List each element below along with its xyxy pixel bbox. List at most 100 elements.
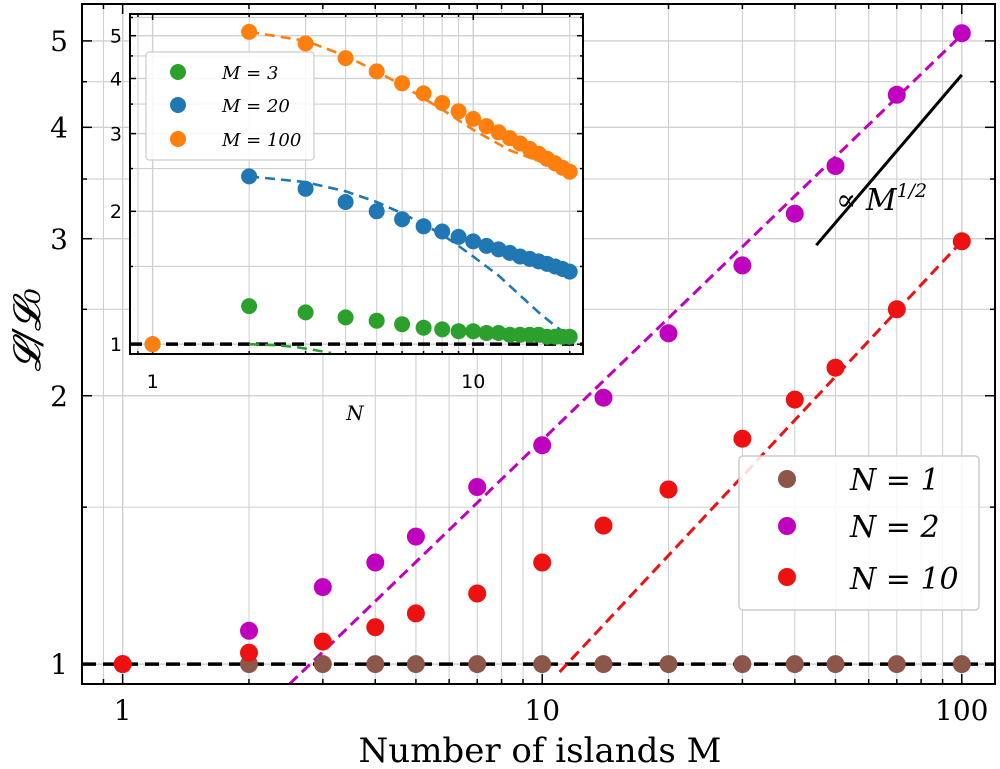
- data-point-series-1: [366, 553, 385, 572]
- data-point-series-2: [733, 429, 752, 448]
- data-point-series-2: [561, 163, 578, 180]
- x-axis-label: Number of islands M: [359, 731, 722, 769]
- data-point-series-0: [297, 304, 314, 321]
- inset-x-axis-label: N: [345, 401, 365, 425]
- data-point-series-2: [144, 336, 161, 353]
- data-point-series-2: [450, 103, 467, 120]
- data-point-series-0: [434, 321, 451, 338]
- data-point-series-2: [241, 23, 258, 40]
- data-point-series-0: [887, 655, 906, 674]
- data-point-series-0: [366, 655, 385, 674]
- inset-legend-marker-m20: [170, 97, 186, 113]
- inset-legend-label-m100: M = 100: [221, 130, 301, 151]
- data-point-series-2: [826, 358, 845, 377]
- data-point-series-0: [468, 655, 487, 674]
- data-point-series-0: [733, 655, 752, 674]
- data-point-series-1: [313, 578, 332, 597]
- y-tick-label: 3: [110, 123, 122, 145]
- data-point-series-0: [659, 655, 678, 674]
- x-tick-label: 10: [461, 371, 485, 393]
- x-tick-label: 10: [524, 694, 560, 727]
- data-point-series-2: [415, 85, 432, 102]
- inset-legend-box: [145, 51, 315, 161]
- scaling-annotation-main: ∝ M: [836, 183, 898, 218]
- x-tick-label: 1: [147, 371, 159, 393]
- x-tick-label: 1: [114, 694, 132, 727]
- data-point-series-1: [952, 24, 971, 43]
- data-point-series-2: [240, 643, 258, 662]
- data-point-series-1: [478, 237, 495, 254]
- main-plot-frame: [81, 3, 996, 685]
- data-point-series-1: [733, 256, 752, 275]
- scaling-annotation-exponent: 1/2: [897, 180, 928, 202]
- y-tick-label: 4: [50, 111, 68, 144]
- inset-legend-label-m20: M = 20: [221, 96, 290, 117]
- legend-label-n1: N = 1: [849, 463, 940, 498]
- data-point-series-2: [533, 553, 552, 572]
- legend-marker-n2: [778, 517, 796, 535]
- legend-marker-n1: [778, 470, 796, 488]
- data-point-series-0: [337, 309, 354, 326]
- data-point-series-1: [450, 228, 467, 245]
- data-point-series-0: [465, 323, 482, 340]
- data-point-series-2: [468, 584, 487, 603]
- inset-legend: M = 3 M = 20 M = 100: [145, 51, 315, 161]
- data-point-series-2: [785, 390, 804, 409]
- data-point-series-2: [368, 63, 385, 80]
- data-point-series-0: [450, 323, 467, 340]
- y-tick-label: 5: [110, 26, 122, 48]
- data-point-series-2: [659, 480, 678, 499]
- data-point-series-0: [478, 325, 495, 341]
- legend-label-n2: N = 2: [849, 510, 940, 545]
- inset-legend-marker-m100: [170, 131, 186, 147]
- data-point-series-1: [240, 621, 258, 640]
- data-point-series-1: [337, 194, 354, 210]
- data-point-series-1: [394, 211, 411, 228]
- main-data-points: [113, 24, 971, 674]
- data-point-series-1: [659, 324, 678, 343]
- data-point-series-0: [561, 328, 578, 345]
- inset-fit-lines: [248, 30, 571, 355]
- main-legend-box: [738, 455, 980, 611]
- scaling-reference-line: [815, 73, 963, 247]
- fit-line: [248, 175, 571, 338]
- data-point-series-1: [415, 218, 432, 235]
- data-point-series-2: [313, 632, 332, 651]
- data-point-series-0: [368, 312, 385, 329]
- data-point-series-0: [406, 655, 425, 674]
- data-point-series-2: [113, 655, 132, 674]
- data-point-series-2: [297, 35, 314, 52]
- fit-line: [248, 30, 571, 173]
- data-point-series-0: [394, 316, 411, 333]
- inset-legend-label-m3: M = 3: [221, 63, 278, 84]
- y-tick-label: 3: [50, 223, 68, 256]
- data-point-series-1: [465, 233, 482, 250]
- data-point-series-0: [415, 319, 432, 336]
- fit-line: [288, 33, 963, 686]
- scaling-annotation: ∝ M1/2: [815, 73, 963, 247]
- data-point-series-2: [434, 95, 451, 111]
- data-point-series-2: [478, 118, 495, 135]
- data-point-series-1: [594, 388, 613, 407]
- data-point-series-1: [785, 204, 804, 223]
- data-point-series-2: [366, 618, 385, 637]
- scaling-annotation-text: ∝ M1/2: [836, 180, 927, 218]
- data-point-series-1: [887, 85, 906, 104]
- y-tick-label: 2: [50, 380, 68, 413]
- data-point-series-2: [594, 516, 613, 535]
- data-point-series-0: [241, 298, 258, 315]
- data-point-series-1: [533, 436, 552, 455]
- data-point-series-1: [434, 223, 451, 240]
- inset-data-points: [144, 23, 578, 353]
- y-tick-label: 4: [110, 68, 122, 90]
- y-tick-label: 5: [50, 25, 68, 58]
- legend-marker-n10: [778, 568, 796, 586]
- data-point-series-1: [561, 263, 578, 280]
- data-point-series-2: [952, 232, 971, 251]
- data-point-series-2: [337, 50, 354, 67]
- x-tick-label: 100: [935, 694, 988, 727]
- data-point-series-0: [785, 655, 804, 674]
- data-point-series-1: [406, 527, 425, 546]
- data-point-series-0: [826, 655, 845, 674]
